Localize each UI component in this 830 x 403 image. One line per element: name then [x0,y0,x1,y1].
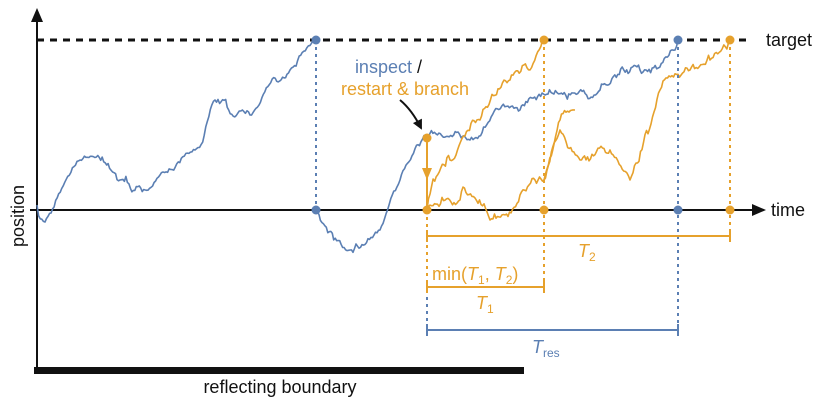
arrow-down-right-icon [399,99,422,130]
orange-hit-target-1 [539,35,549,45]
min-t1: T [467,264,480,284]
orange-axis-point-t1 [539,205,549,215]
t2-base: T [578,241,591,261]
arrow-right-icon [752,204,766,216]
time-label: time [771,200,805,220]
inspect-label-line: inspect / [355,57,422,77]
t1-label: T1 [476,293,494,316]
tres-sub: res [543,346,560,360]
t2-label: T2 [578,241,596,264]
inspect-point [422,133,432,143]
reflecting-boundary [34,367,524,374]
min-sep: , [485,264,495,284]
blue-hit-target-2 [673,35,683,45]
min-label: min(T1, T2) [432,264,518,287]
min-suffix: ) [512,264,518,284]
t1-sub: 1 [487,302,494,316]
orange-axis-point-t2 [725,205,735,215]
inspect-slash: / [412,57,422,77]
arrow-up-icon [31,8,43,22]
orange-continuation [543,109,576,181]
tres-label: Tres [532,337,560,360]
restart-down-arrow [422,168,432,180]
orange-branch-1 [426,39,545,211]
inspect-label: inspect [355,57,412,77]
blue-trajectory-continued [315,39,679,254]
orange-axis-point-start [422,205,432,215]
restart-branch-label: restart & branch [341,79,469,99]
orange-hit-target-2 [725,35,735,45]
min-t1-sub: 1 [478,273,485,287]
min-prefix: min( [432,264,467,284]
boundary-label: reflecting boundary [203,377,356,397]
blue-hit-target-1 [311,35,321,45]
blue-axis-point-1 [311,205,321,215]
t1-base: T [476,293,489,313]
tres-base: T [532,337,545,357]
min-t2-sub: 2 [506,273,513,287]
t2-sub: 2 [589,250,596,264]
target-label: target [766,30,812,50]
orange-branch-2 [426,39,731,221]
blue-axis-point-tres [673,205,683,215]
position-label: position [8,185,28,247]
min-t2: T [495,264,508,284]
blue-trajectory [36,39,317,223]
